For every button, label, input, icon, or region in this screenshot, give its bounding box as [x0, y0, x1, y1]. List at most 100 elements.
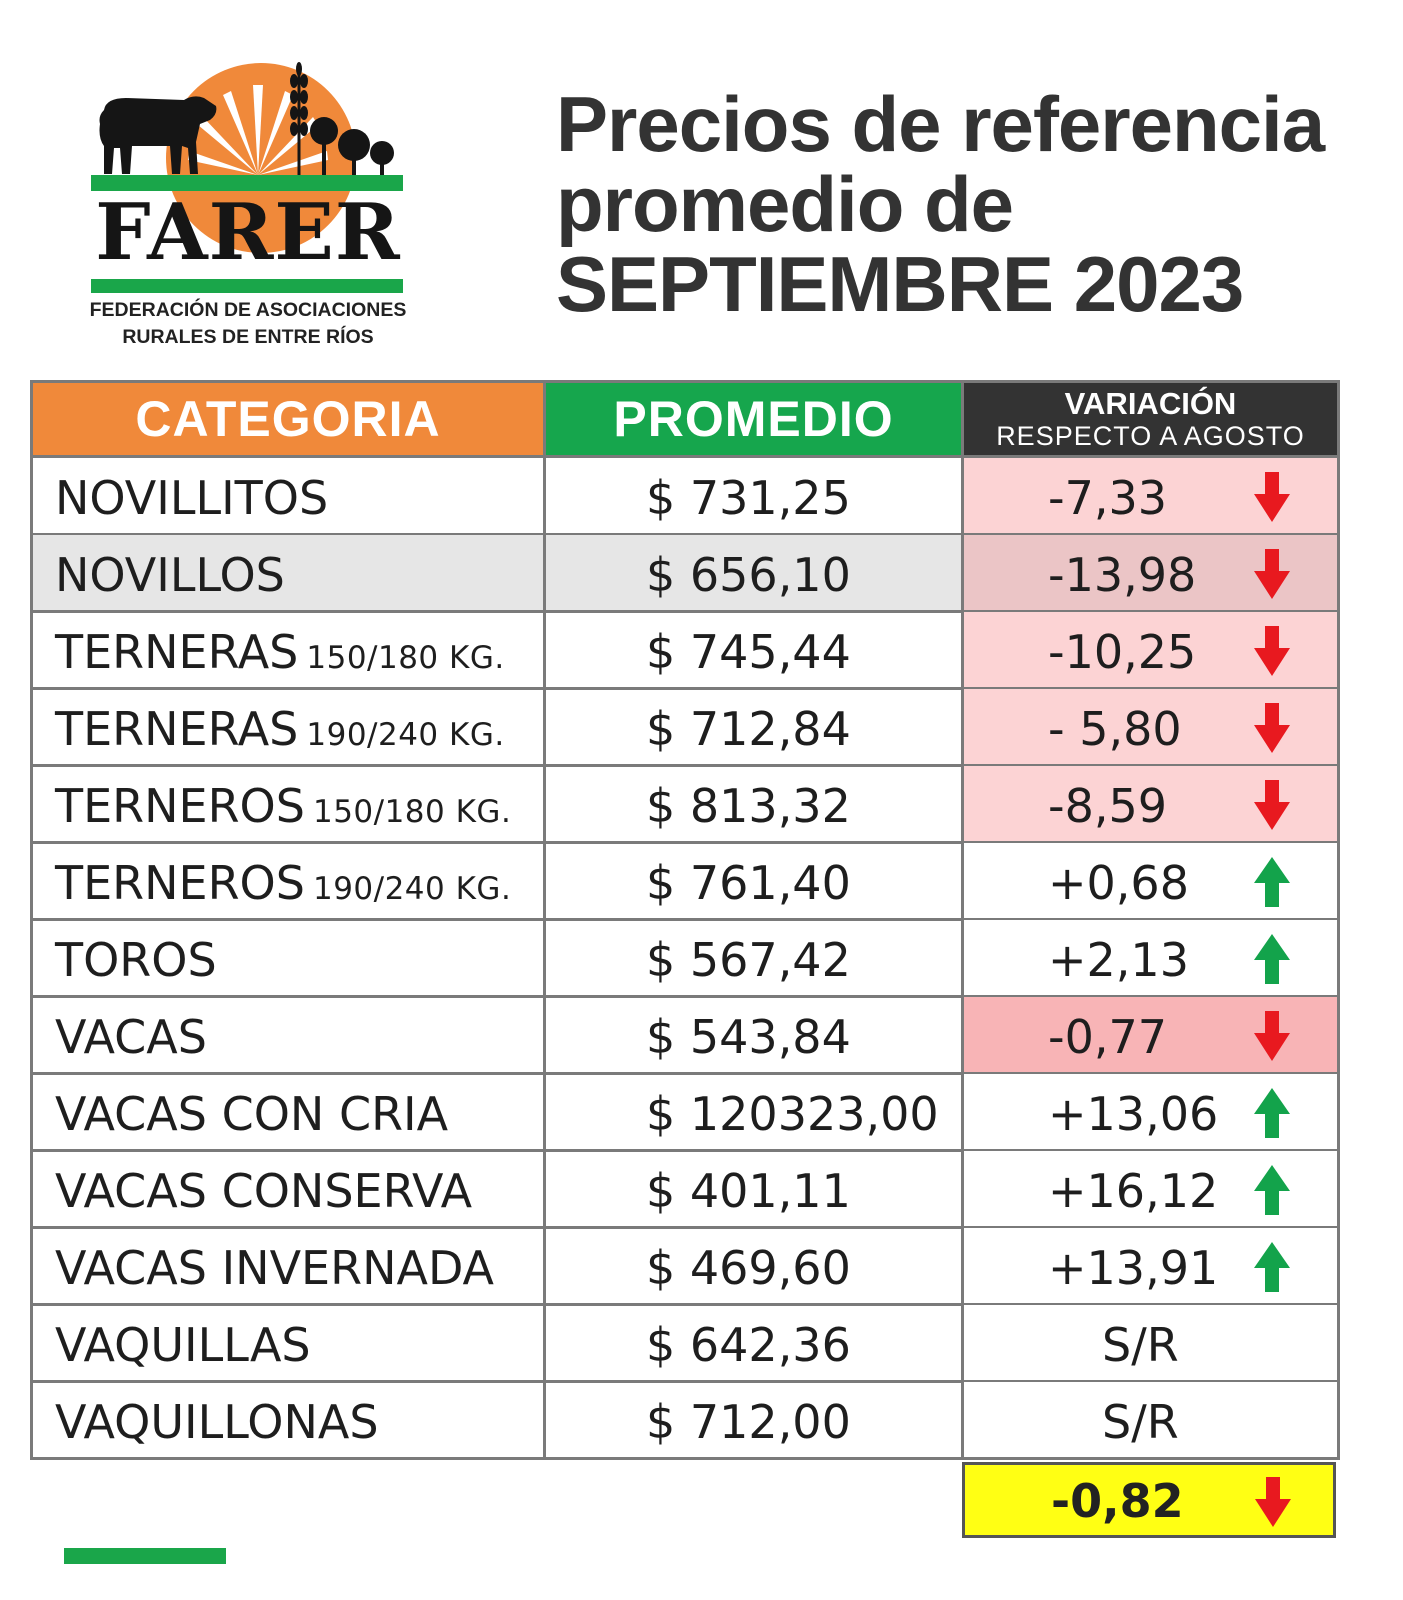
category-name: TOROS — [55, 933, 217, 987]
average-price-value: $ 712,84 — [646, 702, 851, 756]
category-name: VACAS INVERNADA — [55, 1241, 495, 1295]
average-price-cell: $ 712,84 — [546, 689, 964, 767]
category-name: TERNERAS — [55, 702, 299, 756]
average-price-value: $ 567,42 — [646, 933, 851, 987]
total-variation-value: -0,82 — [1051, 1474, 1184, 1528]
average-price-value: $ 813,32 — [646, 779, 851, 833]
variation-cell: -10,25 — [964, 612, 1340, 690]
category-cell: TERNEROS 190/240 KG. — [30, 843, 546, 921]
variation-value: +16,12 — [1048, 1164, 1219, 1218]
total-variation-cell: -0,82 — [962, 1462, 1336, 1538]
average-price-cell: $ 712,00 — [546, 1382, 964, 1460]
category-cell: VAQUILLONAS — [30, 1382, 546, 1460]
category-cell: VACAS — [30, 997, 546, 1075]
arrow-up-icon — [1254, 1088, 1290, 1138]
variation-value: - 5,80 — [1048, 702, 1182, 756]
average-price-cell: $ 401,11 — [546, 1151, 964, 1229]
header-promedio-label: PROMEDIO — [613, 391, 894, 447]
average-price-value: $ 401,11 — [646, 1164, 851, 1218]
header-categoria: CATEGORIA — [30, 380, 546, 458]
arrow-up-icon — [1254, 934, 1290, 984]
variation-cell: -7,33 — [964, 458, 1340, 536]
logo-wordmark: FARER — [95, 187, 401, 278]
category-cell: VACAS CON CRIA — [30, 1074, 546, 1152]
average-price-cell: $ 469,60 — [546, 1228, 964, 1306]
variation-cell: +13,91 — [964, 1228, 1340, 1306]
variation-value: +2,13 — [1048, 933, 1189, 987]
header-variacion: VARIACIÓN RESPECTO A AGOSTO — [964, 380, 1340, 458]
arrow-down-icon — [1255, 1477, 1291, 1527]
average-price-value: $ 543,84 — [646, 1010, 851, 1064]
title-line1: Precios de referencia — [556, 80, 1325, 168]
variation-value: -7,33 — [1048, 471, 1168, 525]
variation-value: +0,68 — [1048, 856, 1189, 910]
average-price-cell: $ 642,36 — [546, 1305, 964, 1383]
variation-value: -0,77 — [1048, 1010, 1168, 1064]
average-price-cell: $ 567,42 — [546, 920, 964, 998]
variation-value: -10,25 — [1048, 625, 1197, 679]
category-weight-range: 190/240 KG. — [306, 717, 505, 753]
variation-cell: -8,59 — [964, 766, 1340, 844]
table-row: VACAS INVERNADA $ 469,60 +13,91 — [30, 1228, 1340, 1306]
category-cell: TERNERAS 150/180 KG. — [30, 612, 546, 690]
variation-value: -13,98 — [1048, 548, 1197, 602]
table-row: NOVILLITOS $ 731,25 -7,33 — [30, 458, 1340, 536]
cow-icon — [99, 96, 217, 174]
category-cell: TOROS — [30, 920, 546, 998]
sun-rays-icon — [188, 85, 328, 175]
arrow-up-icon — [1254, 1165, 1290, 1215]
table-row: TERNERAS 150/180 KG. $ 745,44 -10,25 — [30, 612, 1340, 690]
table-row: TERNEROS 150/180 KG. $ 813,32 -8,59 — [30, 766, 1340, 844]
variation-cell: S/R — [964, 1382, 1340, 1460]
category-name: TERNEROS — [55, 779, 305, 833]
category-name: TERNERAS — [55, 625, 299, 679]
category-name: NOVILLITOS — [55, 471, 329, 525]
arrow-up-icon — [1254, 857, 1290, 907]
category-name: VACAS CON CRIA — [55, 1087, 449, 1141]
variation-cell: S/R — [964, 1305, 1340, 1383]
logo-subtitle-line1: FEDERACIÓN DE ASOCIACIONES — [89, 299, 407, 321]
category-cell: VACAS INVERNADA — [30, 1228, 546, 1306]
average-price-value: $ 731,25 — [646, 471, 851, 525]
header-variacion-sublabel: RESPECTO A AGOSTO — [996, 421, 1305, 451]
header-promedio: PROMEDIO — [546, 380, 964, 458]
average-price-cell: $ 543,84 — [546, 997, 964, 1075]
category-cell: VACAS CONSERVA — [30, 1151, 546, 1229]
category-cell: VAQUILLAS — [30, 1305, 546, 1383]
variation-cell: +0,68 — [964, 843, 1340, 921]
variation-value: -8,59 — [1048, 779, 1168, 833]
wheat-icon — [290, 62, 308, 181]
average-price-cell: $ 761,40 — [546, 843, 964, 921]
category-cell: TERNERAS 190/240 KG. — [30, 689, 546, 767]
table-row: VACAS CONSERVA $ 401,11 +16,12 — [30, 1151, 1340, 1229]
page-title: Precios de referencia promedio de SEPTIE… — [556, 84, 1376, 324]
variation-cell: - 5,80 — [964, 689, 1340, 767]
variation-value: S/R — [1102, 1395, 1179, 1449]
category-weight-range: 190/240 KG. — [312, 871, 512, 907]
average-price-cell: $ 120323,00 — [546, 1074, 964, 1152]
arrow-down-icon — [1254, 780, 1290, 830]
header-variacion-label: VARIACIÓN — [1064, 386, 1237, 421]
title-line2: promedio de — [556, 160, 1014, 248]
category-name: VAQUILLONAS — [55, 1395, 379, 1449]
table-row: TOROS $ 567,42 +2,13 — [30, 920, 1340, 998]
table-row: VAQUILLAS $ 642,36 S/R — [30, 1305, 1340, 1383]
footer-green-bar — [64, 1548, 226, 1564]
variation-cell: -13,98 — [964, 535, 1340, 613]
arrow-down-icon — [1254, 472, 1290, 522]
average-price-value: $ 656,10 — [646, 548, 851, 602]
category-name: VACAS — [55, 1010, 207, 1064]
farer-logo: FARER FEDERACIÓN DE ASOCIACIONES RURALES… — [88, 55, 418, 355]
category-name: VAQUILLAS — [55, 1318, 311, 1372]
variation-cell: +16,12 — [964, 1151, 1340, 1229]
variation-cell: +2,13 — [964, 920, 1340, 998]
category-weight-range: 150/180 KG. — [306, 640, 505, 676]
average-price-value: $ 120323,00 — [646, 1087, 939, 1141]
trees-icon — [310, 117, 394, 175]
variation-cell: -0,77 — [964, 997, 1340, 1075]
category-name: VACAS CONSERVA — [55, 1164, 473, 1218]
logo-green-bar-bottom — [91, 279, 403, 293]
arrow-down-icon — [1254, 549, 1290, 599]
category-name: TERNEROS — [55, 856, 305, 910]
category-weight-range: 150/180 KG. — [312, 794, 512, 830]
